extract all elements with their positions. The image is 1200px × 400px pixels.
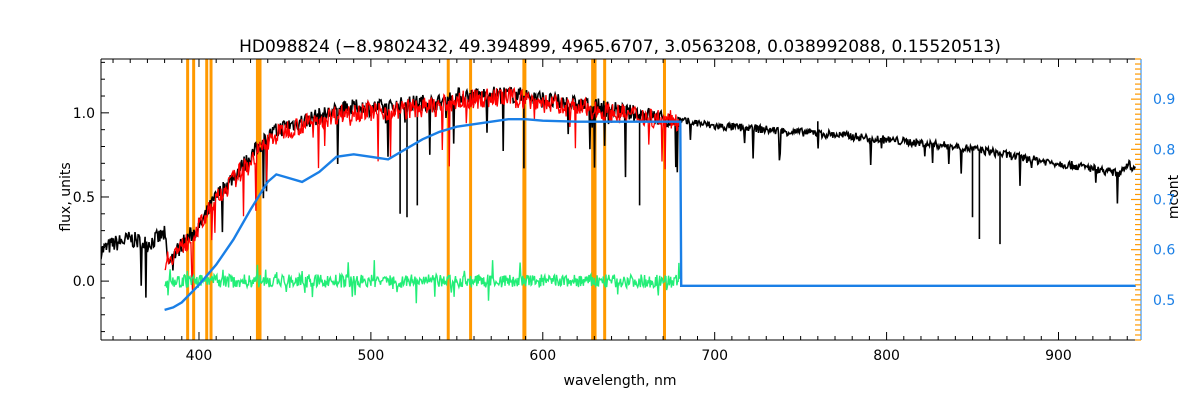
residual-line	[164, 260, 681, 304]
y-tick-label: 1.0	[73, 106, 95, 122]
y2-axis-label: mcont	[1166, 174, 1182, 219]
continuum-line	[164, 118, 1136, 312]
chart-title: HD098824 (−8.9802432, 49.394899, 4965.67…	[239, 37, 1001, 57]
x-tick-label: 400	[186, 348, 213, 364]
x-tick-label: 600	[529, 348, 556, 364]
y2-tick-label: 0.9	[1153, 92, 1175, 108]
x-axis-label: wavelength, nm	[564, 373, 677, 389]
plot-area: 400 500 600 700 800 900 0.0 0.5 1.0 0.5 0.6 0.7 0.8 0…	[73, 58, 1175, 364]
y-tick-label: 0.0	[73, 274, 95, 290]
model-spectrum-line	[164, 86, 681, 291]
x-tick-label: 500	[358, 348, 385, 364]
x-tick-label: 900	[1045, 348, 1072, 364]
y2-tick-label: 0.5	[1153, 293, 1175, 309]
y-axis-label: flux, units	[58, 162, 74, 231]
y2-tick-label: 0.7	[1153, 193, 1175, 209]
data-layer	[101, 59, 1136, 340]
y2-tick-label: 0.8	[1153, 142, 1175, 158]
y2-tick-label: 0.6	[1153, 243, 1175, 259]
x-tick-label: 700	[701, 348, 728, 364]
y-tick-label: 0.5	[73, 190, 95, 206]
x-tick-label: 800	[873, 348, 900, 364]
